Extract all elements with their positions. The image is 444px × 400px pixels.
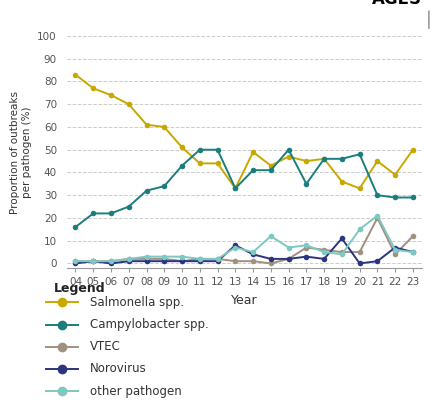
Text: VTEC: VTEC — [90, 340, 121, 353]
X-axis label: Year: Year — [231, 294, 258, 307]
Y-axis label: Proportion of outbreaks
per pathogen (%): Proportion of outbreaks per pathogen (%) — [10, 90, 32, 214]
Text: Legend: Legend — [54, 282, 106, 295]
Text: Norovirus: Norovirus — [90, 362, 147, 376]
Text: Salmonella spp.: Salmonella spp. — [90, 296, 184, 309]
Text: Campylobacter spp.: Campylobacter spp. — [90, 318, 209, 331]
Text: other pathogen: other pathogen — [90, 385, 182, 398]
Text: AGES: AGES — [372, 0, 422, 8]
